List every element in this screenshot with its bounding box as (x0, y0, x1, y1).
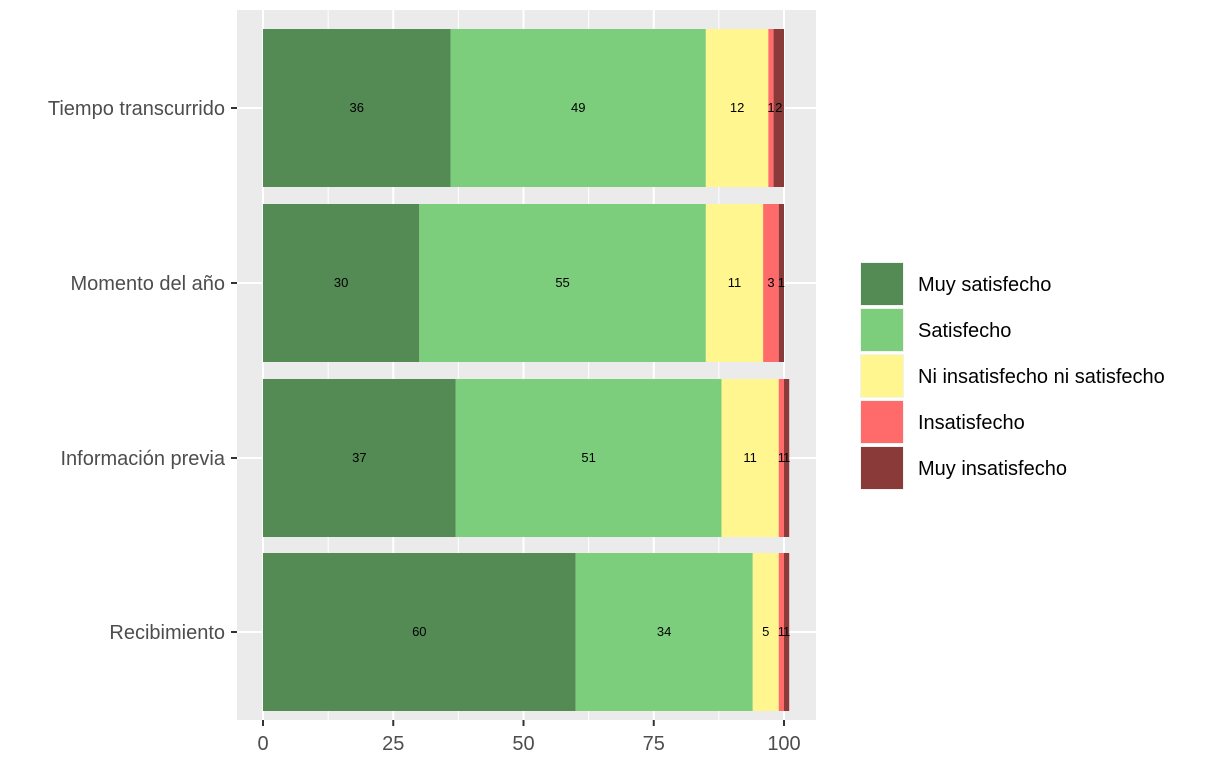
bar-segment (455, 379, 722, 537)
bar-segment (778, 379, 784, 537)
bar-segment (784, 553, 790, 711)
legend-swatch (861, 355, 903, 397)
bar-segment (721, 379, 779, 537)
bar-segment (778, 204, 784, 362)
bar-segment (419, 204, 706, 362)
data-label: 49 (571, 100, 585, 115)
data-label: 11 (743, 450, 757, 465)
legend-swatch (861, 401, 903, 443)
bar-segment (763, 204, 779, 362)
legend-label: Satisfecho (918, 320, 1011, 342)
data-label: 11 (728, 275, 742, 290)
legend-label: Insatisfecho (918, 412, 1025, 434)
data-label: 5 (762, 624, 769, 639)
legend-swatch (861, 309, 903, 351)
y-axis: Tiempo transcurrido Momento del año Inform… (48, 98, 237, 644)
x-tick-label: 0 (257, 733, 268, 755)
data-label: 3 (767, 275, 774, 290)
data-label: 1 (778, 624, 785, 639)
bar-segment (778, 553, 784, 711)
data-label: 55 (555, 275, 569, 290)
bar-segment (263, 553, 576, 711)
x-tick-label: 100 (767, 733, 800, 755)
y-tick-label: Información previa (60, 448, 225, 470)
y-tick-label: Tiempo transcurrido (48, 98, 225, 120)
y-tick-label: Momento del año (70, 273, 225, 295)
bar-segment (705, 204, 764, 362)
bars-group (263, 29, 790, 711)
bar-segment (784, 379, 790, 537)
data-label: 12 (730, 100, 744, 115)
data-label: 1 (778, 275, 785, 290)
bar-segment (263, 29, 451, 187)
data-label: 60 (412, 624, 426, 639)
data-label: 1 (767, 100, 774, 115)
bar-segment (575, 553, 753, 711)
x-tick-label: 25 (382, 733, 404, 755)
x-tick-label: 75 (643, 733, 665, 755)
data-label: 1 (778, 450, 785, 465)
bar-segment (773, 29, 784, 187)
x-tick-label: 50 (512, 733, 534, 755)
x-axis: 0 25 50 75 100 (257, 720, 801, 755)
data-label: 30 (334, 275, 348, 290)
legend-swatch (861, 263, 903, 305)
legend-label: Muy satisfecho (918, 274, 1051, 296)
bar-segment (263, 379, 456, 537)
legend: Muy satisfecho Satisfecho Ni insatisfecho … (860, 262, 1165, 490)
data-label: 1 (783, 624, 790, 639)
data-label: 51 (581, 450, 595, 465)
data-label: 37 (352, 450, 366, 465)
bar-segment (768, 29, 774, 187)
legend-label: Ni insatisfecho ni satisfecho (918, 366, 1165, 388)
bar-segment (263, 204, 420, 362)
legend-swatch (861, 447, 903, 489)
bar-segment (450, 29, 706, 187)
data-label: 34 (657, 624, 671, 639)
y-tick-label: Recibimiento (109, 622, 225, 644)
data-label: 1 (783, 450, 790, 465)
legend-label: Muy insatisfecho (918, 458, 1067, 480)
bar-segment (752, 553, 779, 711)
data-label: 2 (775, 100, 782, 115)
bar-segment (705, 29, 769, 187)
data-label: 36 (350, 100, 364, 115)
